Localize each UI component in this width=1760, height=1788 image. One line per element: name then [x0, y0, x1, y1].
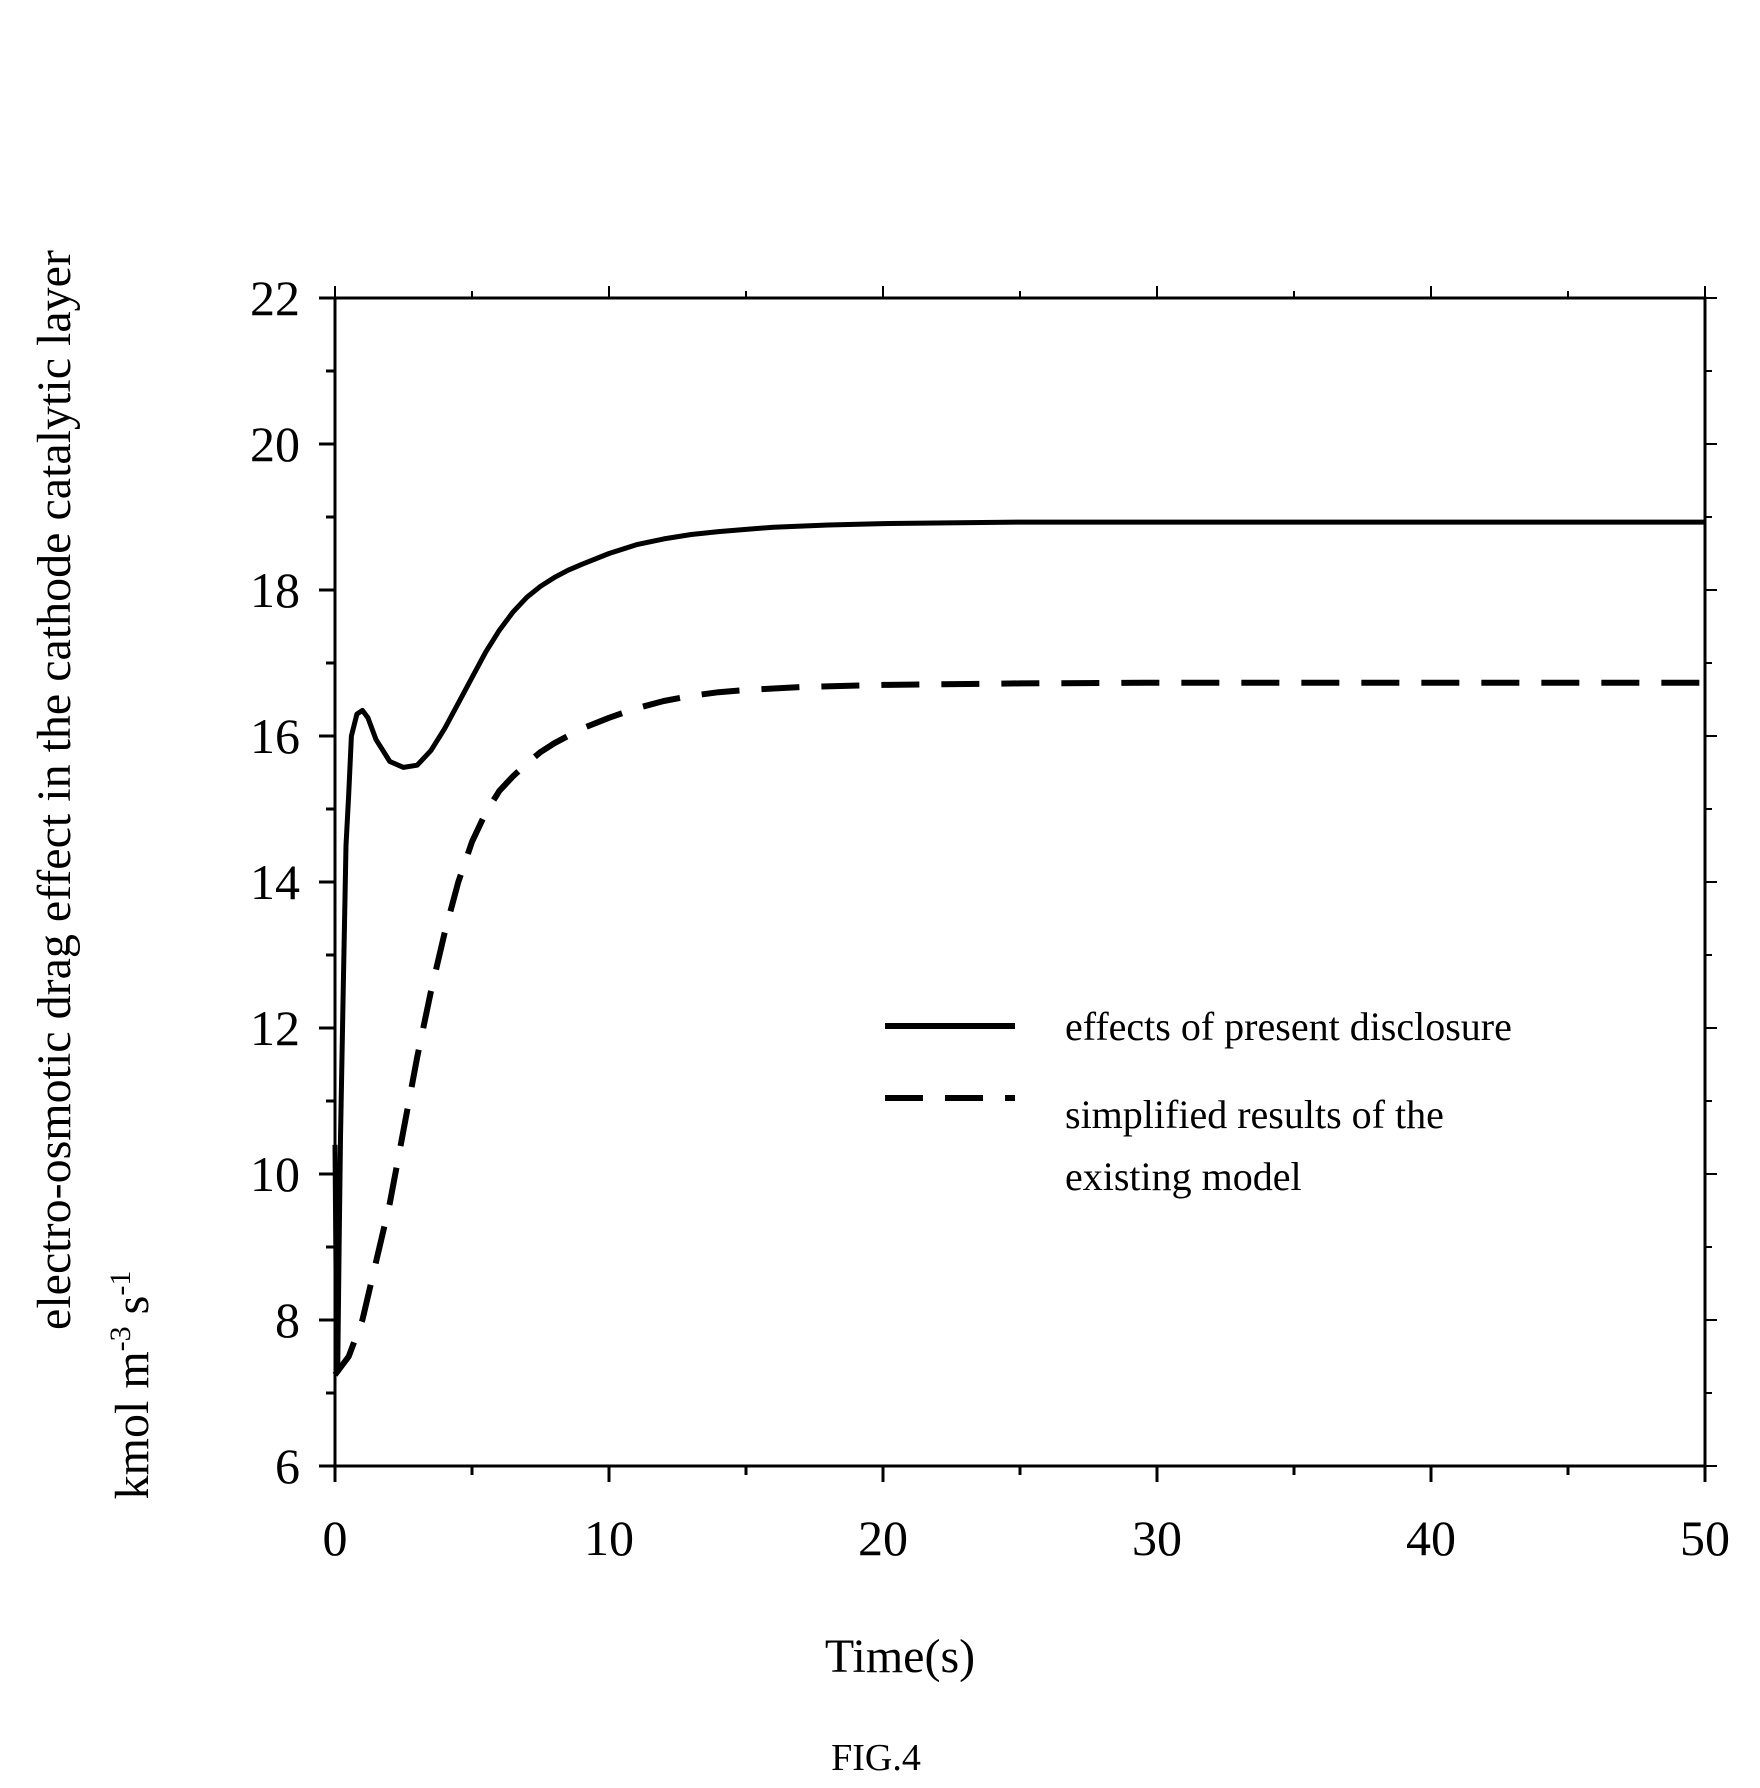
- y-tick-label: 8: [275, 1292, 300, 1348]
- legend: effects of present disclosure simplified…: [885, 1004, 1512, 1199]
- y-tick-label: 22: [250, 270, 300, 326]
- x-tick-label: 20: [858, 1510, 908, 1566]
- x-tick-label: 10: [584, 1510, 634, 1566]
- y-tick-label: 12: [250, 1000, 300, 1056]
- y-tick-label: 10: [250, 1146, 300, 1202]
- y-axis-label-line1: electro-osmotic drag effect in the catho…: [28, 250, 81, 1330]
- y-tick-label: 6: [275, 1438, 300, 1494]
- figure-caption: FIG.4: [831, 1737, 921, 1779]
- series-line-1: [332, 519, 1705, 1374]
- y-tick-label: 20: [250, 416, 300, 472]
- x-tick-label: 30: [1132, 1510, 1182, 1566]
- y-tick-labels: 6 8 10 12 14 16 18 20 22: [250, 270, 300, 1494]
- legend-label-series-2-line2: existing model: [1065, 1154, 1302, 1199]
- series-layer: [332, 519, 1705, 1377]
- series-line-2: [332, 679, 1705, 1377]
- y-tick-label: 16: [250, 708, 300, 764]
- y-axis-label-line2: kmol m-3 s-1: [104, 1271, 159, 1500]
- y-tick-label: 14: [250, 854, 300, 910]
- axis-ticks: [319, 286, 1717, 1482]
- x-tick-label: 40: [1406, 1510, 1456, 1566]
- x-tick-labels: 0 10 20 30 40 50: [323, 1510, 1731, 1566]
- x-tick-label: 0: [323, 1510, 348, 1566]
- x-axis-label: Time(s): [825, 1630, 975, 1683]
- legend-label-series-2-line1: simplified results of the: [1065, 1092, 1444, 1137]
- x-tick-label: 50: [1680, 1510, 1730, 1566]
- y-tick-label: 18: [250, 562, 300, 618]
- legend-label-series-1: effects of present disclosure: [1065, 1004, 1512, 1049]
- plot-frame: [333, 296, 1707, 1468]
